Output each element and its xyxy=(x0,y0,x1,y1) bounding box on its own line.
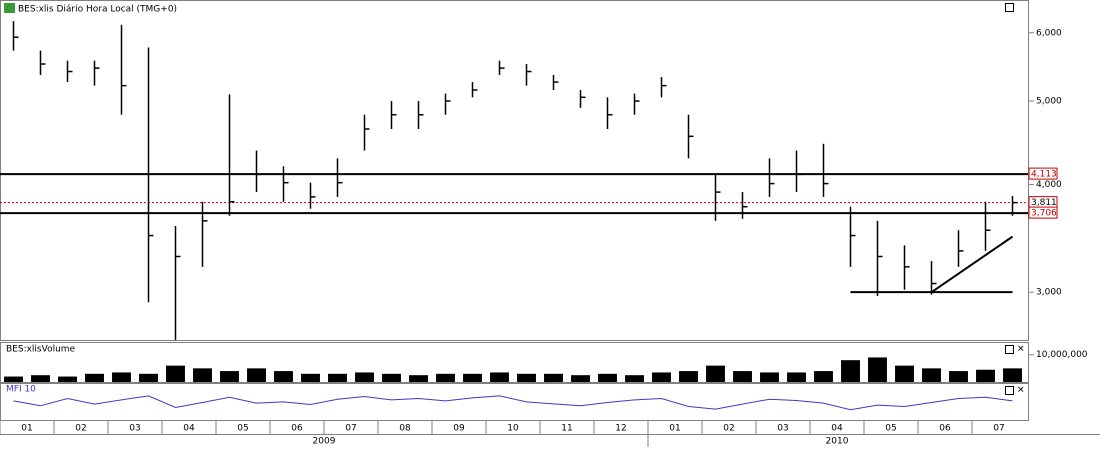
volume-bar xyxy=(733,371,752,382)
x-tick-label: 03 xyxy=(777,424,788,434)
x-group-label: 2010 xyxy=(826,437,849,447)
x-tick-label: 01 xyxy=(21,424,32,434)
volume-bar xyxy=(112,372,131,382)
volume-bar xyxy=(922,368,941,382)
x-group-label: 2009 xyxy=(313,437,336,447)
volume-bar xyxy=(949,371,968,382)
volume-bar xyxy=(139,373,158,382)
volume-bar xyxy=(463,373,482,382)
volume-bar xyxy=(598,373,617,382)
volume-bar xyxy=(274,371,293,382)
volume-bar xyxy=(679,371,698,382)
x-tick-label: 01 xyxy=(669,424,680,434)
chart-title: BES:xlis Diário Hora Local (TMG+0) xyxy=(18,5,177,15)
volume-bar xyxy=(355,372,374,382)
y-tick-label: 3,000 xyxy=(1036,288,1062,298)
x-tick-label: 04 xyxy=(831,424,843,434)
maximize-button[interactable] xyxy=(1005,3,1014,12)
level-badge xyxy=(1028,206,1058,219)
volume-bar xyxy=(625,375,644,382)
volume-bar xyxy=(382,373,401,382)
volume-bar xyxy=(976,369,995,382)
x-tick-label: 03 xyxy=(129,424,140,434)
x-tick-label: 05 xyxy=(237,424,248,434)
volume-bar xyxy=(193,368,212,382)
maximize-button[interactable] xyxy=(1005,345,1014,354)
x-tick-label: 02 xyxy=(75,424,86,434)
volume-bar xyxy=(409,375,428,382)
volume-bar xyxy=(328,373,347,382)
volume-bar xyxy=(4,376,23,382)
volume-bar xyxy=(544,373,563,382)
level-label: 3,706 xyxy=(1031,209,1057,219)
volume-bar xyxy=(166,365,185,382)
mfi-title: MFI 10 xyxy=(6,385,36,395)
volume-bar xyxy=(814,371,833,382)
volume-bar xyxy=(760,372,779,382)
y-tick-label: 10,000,000 xyxy=(1036,350,1088,360)
y-tick-label: 5,000 xyxy=(1036,97,1062,107)
y-tick-label: 6,000 xyxy=(1036,28,1062,38)
x-tick-label: 11 xyxy=(561,424,572,434)
volume-bar xyxy=(85,373,104,382)
volume-bar xyxy=(490,372,509,382)
mfi-line xyxy=(13,395,1013,411)
x-tick-label: 06 xyxy=(939,424,951,434)
volume-bar xyxy=(841,360,860,382)
level-label: 4,113 xyxy=(1031,170,1057,180)
volume-bar xyxy=(868,357,887,382)
volume-bar xyxy=(571,375,590,382)
x-tick-label: 12 xyxy=(615,424,626,434)
maximize-button[interactable] xyxy=(1005,386,1014,395)
volume-bar xyxy=(301,373,320,382)
x-tick-label: 04 xyxy=(183,424,195,434)
volume-bar xyxy=(706,365,725,382)
close-button[interactable]: ✕ xyxy=(1017,345,1025,355)
volume-bar xyxy=(436,373,455,382)
volume-title: BES:xlisVolume xyxy=(6,345,76,355)
mfi-panel xyxy=(0,383,1029,421)
x-tick-label: 08 xyxy=(399,424,411,434)
trend-line xyxy=(930,235,1014,293)
x-tick-label: 09 xyxy=(453,424,465,434)
volume-bar xyxy=(31,375,50,382)
level-label: 3,811 xyxy=(1031,198,1057,208)
volume-bar xyxy=(220,371,239,382)
x-tick-label: 02 xyxy=(723,424,734,434)
x-tick-label: 05 xyxy=(885,424,896,434)
volume-panel xyxy=(0,342,1029,383)
volume-bar xyxy=(895,365,914,382)
volume-bar xyxy=(1003,368,1022,382)
y-tick-label: 4,000 xyxy=(1036,180,1062,190)
volume-bar xyxy=(247,368,266,382)
volume-bar xyxy=(787,372,806,382)
x-tick-label: 10 xyxy=(507,424,519,434)
volume-bar xyxy=(517,373,536,382)
close-button[interactable]: ✕ xyxy=(1017,386,1025,396)
symbol-icon[interactable] xyxy=(4,3,15,13)
x-tick-label: 07 xyxy=(993,424,1004,434)
volume-bar xyxy=(652,372,671,382)
x-tick-label: 07 xyxy=(345,424,356,434)
volume-bar xyxy=(58,376,77,382)
level-badge xyxy=(1028,167,1058,180)
x-tick-label: 06 xyxy=(291,424,303,434)
